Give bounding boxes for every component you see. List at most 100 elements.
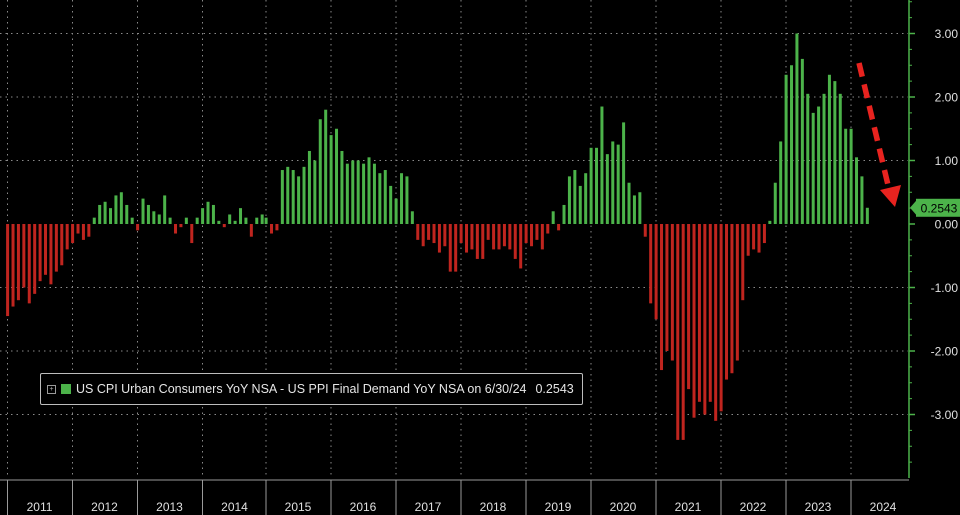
y-tick-label: -1.00: [931, 281, 959, 295]
legend-expand-icon[interactable]: +: [47, 384, 56, 394]
bar: [22, 224, 26, 288]
bar: [184, 217, 188, 224]
y-tick-label: 0.00: [935, 218, 959, 232]
bar: [33, 224, 37, 294]
bar: [762, 224, 766, 244]
bar: [228, 214, 232, 224]
bar: [195, 217, 199, 224]
bar: [410, 211, 414, 224]
bar: [822, 93, 826, 224]
bar: [725, 224, 729, 380]
bar: [356, 160, 360, 224]
bar: [660, 224, 664, 371]
bar: [513, 224, 517, 259]
bar: [307, 150, 311, 224]
bar: [833, 81, 837, 224]
bar: [475, 224, 479, 259]
x-tick-label: 2023: [805, 500, 832, 514]
bar: [103, 201, 107, 224]
x-tick-label: 2016: [350, 500, 377, 514]
bar: [432, 224, 436, 244]
bar: [362, 163, 366, 224]
x-axis: 2011 2012 2013 2014 2015 2016 2017 2018 2019 2020…: [0, 479, 909, 515]
bar: [703, 224, 707, 415]
bar: [443, 224, 447, 247]
bar: [146, 204, 150, 224]
bar: [719, 224, 723, 412]
bar: [174, 224, 178, 234]
x-tick-label: 2015: [285, 500, 312, 514]
bar: [562, 204, 566, 224]
x-tick-label: 2013: [156, 500, 183, 514]
y-tick-label: 1.00: [935, 154, 959, 168]
bar: [497, 224, 501, 250]
bar: [264, 217, 268, 224]
bar: [92, 217, 96, 224]
bar: [335, 128, 339, 224]
bar: [416, 224, 420, 240]
bar: [595, 147, 599, 224]
bar: [470, 224, 474, 250]
bar: [632, 195, 636, 224]
bar: [49, 224, 53, 285]
bar: [800, 58, 804, 225]
bar: [114, 195, 118, 224]
bars: [6, 33, 869, 440]
bar: [345, 163, 349, 224]
bar: [27, 224, 31, 304]
bar: [790, 65, 794, 224]
bar: [741, 224, 745, 301]
bar: [817, 106, 821, 224]
bar: [76, 224, 80, 234]
bar: [611, 141, 615, 224]
y-tick-label: -3.00: [931, 408, 959, 422]
bar: [481, 224, 485, 259]
x-tick-label: 2022: [740, 500, 767, 514]
bar: [291, 170, 295, 224]
bar: [71, 224, 75, 244]
bar: [708, 224, 712, 402]
bar: [157, 214, 161, 224]
x-tick-label: 2018: [480, 500, 507, 514]
bar: [109, 208, 113, 224]
bar: [465, 224, 469, 253]
bar: [324, 109, 328, 224]
bar: [297, 176, 301, 224]
y-tick-label: 3.00: [935, 27, 959, 41]
bar: [217, 220, 221, 224]
bar: [806, 93, 810, 224]
last-value-box: [916, 198, 960, 217]
x-tick-label: 2019: [545, 500, 572, 514]
annotation-arrow: [856, 62, 901, 207]
bar: [179, 224, 183, 228]
bar: [524, 224, 528, 244]
last-value-label: 0.2543: [921, 201, 958, 215]
bar: [773, 182, 777, 224]
bar: [136, 224, 140, 231]
bar: [427, 224, 431, 240]
bar: [540, 224, 544, 250]
bar: [844, 128, 848, 224]
bar: [627, 182, 631, 224]
bar: [567, 176, 571, 224]
bar: [730, 224, 734, 374]
bar: [81, 224, 85, 240]
bar: [687, 224, 691, 390]
x-tick-label: 2012: [91, 500, 118, 514]
bar: [6, 224, 10, 317]
bar: [557, 224, 561, 231]
x-tick-label: 2021: [675, 500, 702, 514]
bar: [38, 224, 42, 282]
bar: [329, 135, 333, 224]
bar: [60, 224, 64, 266]
legend-value: 0.2543: [535, 382, 574, 396]
bar: [584, 173, 588, 224]
bar: [286, 166, 290, 224]
bar: [459, 224, 463, 244]
bar: [768, 220, 772, 224]
bar: [578, 185, 582, 224]
bar: [378, 173, 382, 224]
bar: [519, 224, 523, 269]
bar: [530, 224, 534, 247]
x-tick-label: 2020: [610, 500, 637, 514]
